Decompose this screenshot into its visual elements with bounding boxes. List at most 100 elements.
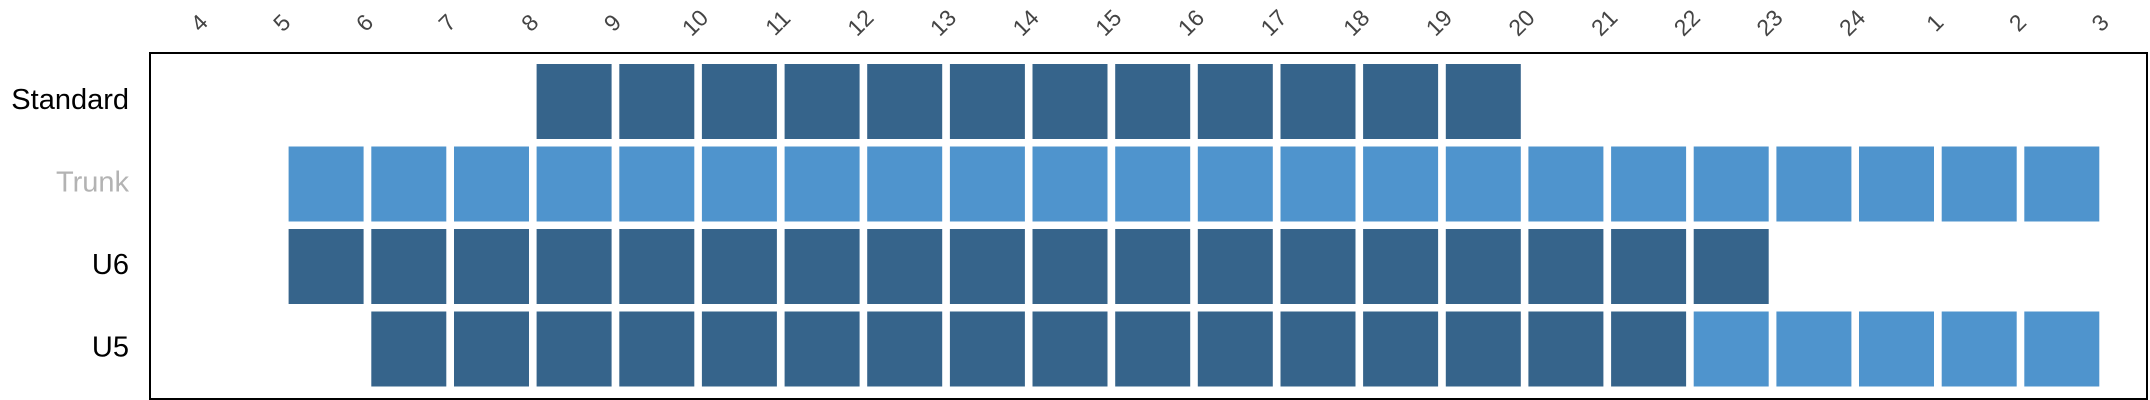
x-tick-label: 5 [268, 9, 295, 36]
heatmap-cell [1859, 311, 1934, 387]
x-tick-label: 1 [1921, 9, 1948, 36]
heatmap-cell [454, 229, 529, 304]
heatmap-cell [1197, 64, 1273, 139]
heatmap-cell [949, 146, 1025, 222]
heatmap-cell [784, 146, 860, 222]
x-tick-label: 11 [760, 5, 795, 40]
x-tick-label: 14 [1007, 4, 1044, 41]
heatmap-cell [867, 229, 943, 304]
heatmap-cell [1528, 229, 1604, 304]
x-tick-label: 22 [1669, 4, 1705, 40]
heatmap-cell [1032, 146, 1108, 222]
row-label: Standard [11, 84, 129, 116]
heatmap-cell [619, 64, 695, 139]
heatmap-cell [1445, 229, 1521, 304]
row-label: U5 [92, 332, 129, 364]
heatmap-cell [1776, 146, 1852, 222]
heatmap-cell [1445, 311, 1521, 387]
x-tick-label: 17 [1255, 4, 1291, 40]
heatmap-cell [1693, 146, 1769, 222]
x-tick-label: 24 [1834, 4, 1871, 41]
heatmap-cell [867, 311, 943, 387]
x-tick-label: 23 [1751, 4, 1787, 40]
heatmap-cell [1197, 146, 1273, 222]
heatmap-cell [1363, 229, 1439, 304]
heatmap-cell [1611, 311, 1687, 387]
heatmap-cell [1280, 64, 1356, 139]
heatmap-cell [619, 311, 695, 387]
heatmap-cell [1693, 311, 1769, 387]
x-tick-label: 16 [1173, 4, 1209, 40]
heatmap-cell [949, 229, 1025, 304]
panel-border [149, 52, 2148, 400]
heatmap-cell [1528, 311, 1604, 387]
heatmap-cell [371, 146, 447, 222]
heatmap-cell [2024, 311, 2100, 387]
heatmap-cell [454, 311, 529, 387]
heatmap-cell [1363, 146, 1439, 222]
heatmap-cell [1197, 229, 1273, 304]
heatmap-cell [701, 311, 777, 387]
heatmap-cell [1197, 311, 1273, 387]
x-tick-label: 20 [1503, 4, 1539, 40]
x-tick-label: 18 [1338, 4, 1374, 40]
heatmap-cell [1280, 311, 1356, 387]
heatmap-cell [867, 64, 943, 139]
heatmap-cell [949, 64, 1025, 139]
heatmap-cell [536, 229, 612, 304]
heatmap-cell [1363, 64, 1439, 139]
x-tick-label: 19 [1421, 4, 1457, 40]
heatmap-cell [1611, 229, 1687, 304]
heatmap-cell [1115, 229, 1191, 304]
heatmap-cell [1115, 146, 1191, 222]
x-tick-label: 3 [2086, 9, 2113, 36]
heatmap-cell [701, 64, 777, 139]
x-tick-label: 13 [925, 4, 961, 40]
x-tick-label: 7 [433, 9, 460, 36]
heatmap-cell [701, 146, 777, 222]
heatmap-cell [1280, 146, 1356, 222]
heatmap-cell [288, 146, 364, 222]
x-tick-label: 4 [185, 9, 213, 37]
heatmap-cell [784, 311, 860, 387]
heatmap-cell [536, 64, 612, 139]
heatmap-cell [619, 229, 695, 304]
heatmap-cell [1445, 146, 1521, 222]
heatmap-cell [1115, 311, 1191, 387]
heatmap-cell [1280, 229, 1356, 304]
heatmap-cell [2024, 146, 2100, 222]
heatmap-cell [1693, 229, 1769, 304]
row-label: Trunk [56, 167, 130, 199]
heatmap-cell [454, 146, 529, 222]
heatmap-cell [1611, 146, 1687, 222]
x-tick-labels: 4 5 6 7 8 9 10 11 12 13 14 15 16 17 18 19 20 21 22 23 24 1 2 3 [185, 4, 2113, 41]
x-tick-label: 10 [677, 4, 713, 40]
heatmap-cell [1445, 64, 1521, 139]
heatmap-cell [371, 229, 447, 304]
heatmap-cell [784, 64, 860, 139]
heatmap-cell [536, 311, 612, 387]
x-tick-label: 8 [516, 9, 543, 36]
heatmap-cell [1032, 229, 1108, 304]
cells-layer [288, 64, 2100, 387]
heatmap-cell [1363, 311, 1439, 387]
x-tick-label: 21 [1586, 4, 1622, 40]
heatmap-cell [1941, 146, 2017, 222]
x-tick-label: 9 [599, 9, 626, 36]
heatmap-cell [784, 229, 860, 304]
x-tick-label: 6 [351, 9, 378, 36]
heatmap-cell [1115, 64, 1191, 139]
heatmap-cell [1528, 146, 1604, 222]
x-tick-label: 12 [842, 4, 878, 40]
heatmap-cell [1776, 311, 1852, 387]
heatmap-cell [536, 146, 612, 222]
heatmap-cell [1032, 311, 1108, 387]
heatmap-cell [288, 229, 364, 304]
x-tick-label: 15 [1090, 4, 1126, 40]
x-tick-label: 2 [2004, 9, 2031, 36]
heatmap-cell [701, 229, 777, 304]
heatmap-cell [949, 311, 1025, 387]
heatmap-cell [1032, 64, 1108, 139]
heatmap-cell [371, 311, 447, 387]
row-label: U6 [92, 249, 129, 281]
